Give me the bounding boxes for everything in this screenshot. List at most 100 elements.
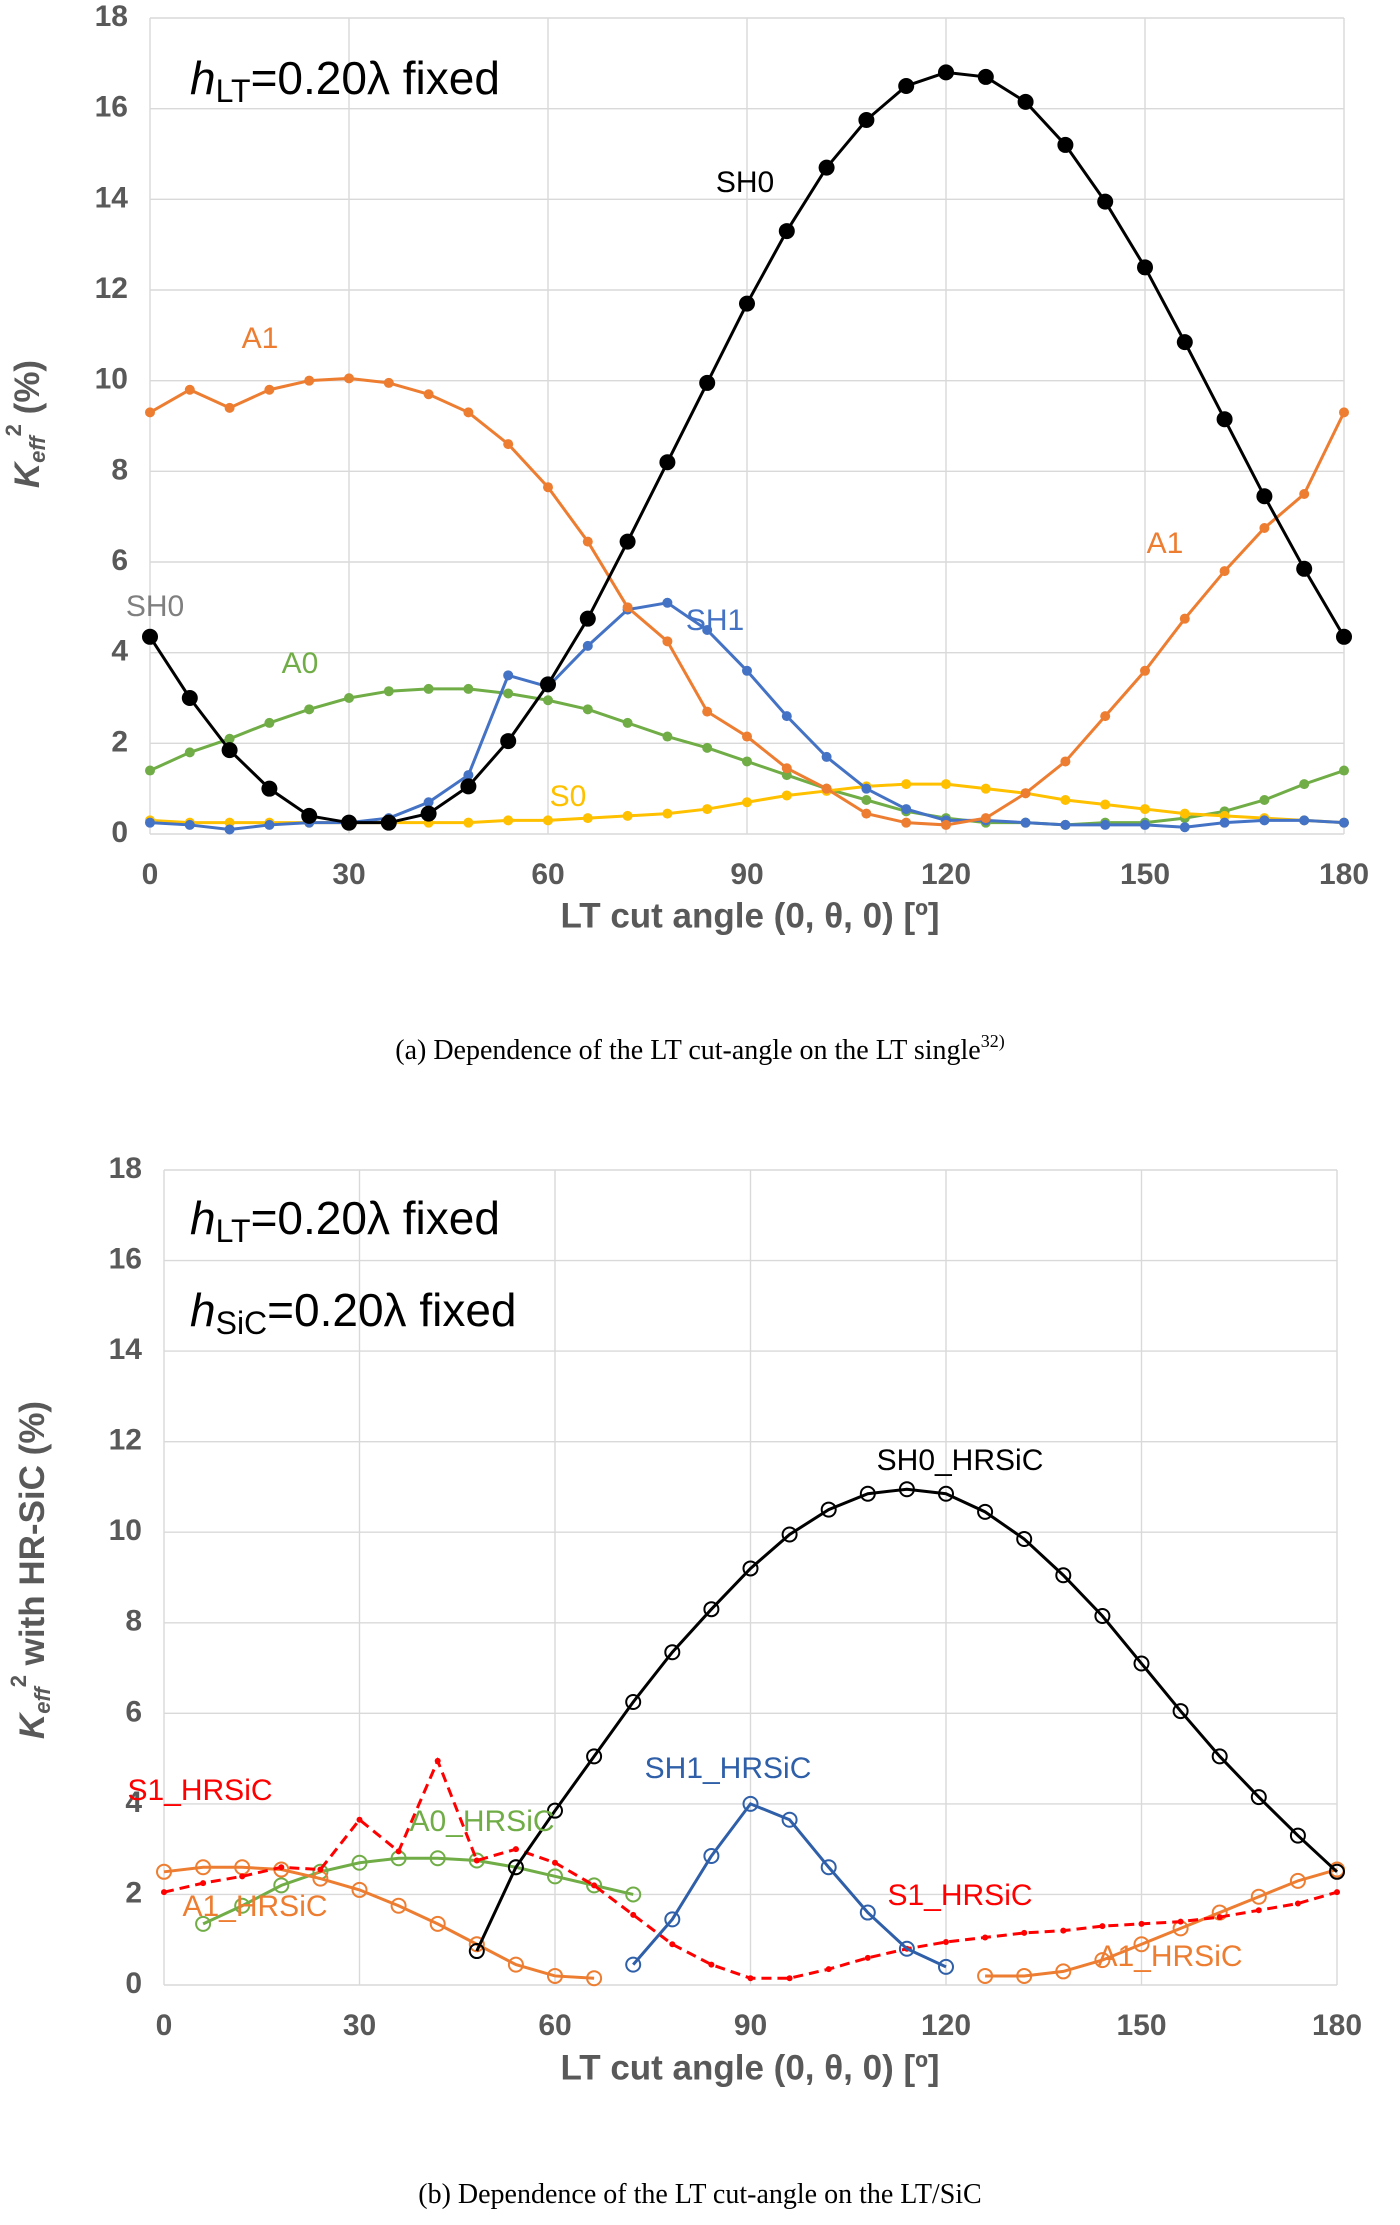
data-point (423, 683, 434, 694)
data-point (429, 1850, 446, 1867)
curve-label: A1_HRSiC (1097, 1940, 1242, 1973)
data-point (1219, 566, 1230, 577)
y-title-sup: 2 (6, 1675, 31, 1687)
annotation-sub: LT (216, 73, 251, 109)
data-point (625, 1886, 642, 1903)
x-tick-label: 150 (1120, 858, 1170, 891)
data-point (543, 695, 553, 706)
data-point (625, 1956, 642, 1973)
y-tick-label: 16 (109, 1242, 142, 1275)
data-point (898, 1940, 915, 1957)
data-point (703, 1847, 720, 1864)
x-axis-title: LT cut angle (0, θ, 0) [º] (560, 2048, 939, 2087)
data-point (901, 779, 912, 790)
data-point (463, 770, 474, 781)
data-point (1179, 808, 1190, 819)
data-point (662, 731, 673, 742)
data-point (380, 814, 397, 831)
data-point (234, 1897, 251, 1914)
x-tick-label: 30 (343, 2009, 376, 2042)
data-point (980, 783, 991, 794)
data-point (901, 817, 912, 828)
data-point (463, 683, 474, 694)
y-tick-label: 0 (125, 1967, 142, 2000)
data-point (1299, 779, 1310, 790)
data-point (820, 1501, 837, 1518)
y-tick-label: 18 (95, 0, 128, 33)
data-point (304, 375, 315, 386)
data-point (503, 670, 514, 681)
data-point (434, 1757, 441, 1764)
data-point (507, 1859, 524, 1876)
data-point (938, 64, 954, 81)
x-tick-label: 120 (921, 2009, 971, 2042)
data-point (239, 1873, 246, 1880)
data-point (622, 602, 633, 613)
data-point (145, 817, 155, 828)
data-point (1100, 819, 1111, 830)
y-tick-label: 2 (111, 725, 128, 758)
data-point (543, 815, 553, 826)
curve-label: A1 (242, 322, 279, 355)
data-point (781, 1811, 798, 1828)
data-point (261, 780, 278, 797)
data-point (662, 808, 673, 819)
data-point (1339, 765, 1349, 776)
data-point (821, 751, 832, 762)
data-point (941, 779, 951, 790)
caption-ref: 32) (981, 1031, 1005, 1052)
series-line (475, 1487, 1339, 1952)
data-point (278, 1864, 285, 1871)
y-tick-label: 4 (111, 635, 128, 668)
data-point (1289, 1827, 1306, 1844)
data-point (859, 1485, 876, 1502)
y-title-text: with HR-SiC (%) (13, 1401, 52, 1675)
data-point (341, 814, 357, 831)
data-point (390, 1897, 407, 1914)
data-point (669, 1941, 676, 1948)
annotation-sub: SiC (216, 1305, 268, 1341)
x-tick-label: 150 (1116, 2009, 1166, 2042)
data-point (142, 628, 158, 645)
data-point (1259, 523, 1270, 533)
data-point (1250, 1789, 1267, 1806)
data-point (512, 1846, 519, 1853)
data-point (781, 711, 792, 722)
data-point (344, 693, 354, 703)
data-point (1017, 93, 1034, 110)
y-title-text: (%) (8, 360, 47, 424)
data-point (664, 1644, 681, 1661)
y-tick-label: 10 (95, 363, 128, 396)
data-point (547, 1802, 563, 1819)
curve-label: S1_HRSiC (887, 1879, 1032, 1912)
curve-label: A0 (282, 647, 319, 680)
data-point (739, 295, 755, 312)
data-point (1060, 1927, 1067, 1934)
x-tick-label: 30 (332, 858, 365, 891)
data-point (1140, 819, 1150, 830)
data-point (742, 756, 752, 767)
data-point (943, 1938, 949, 1945)
data-point (703, 1601, 720, 1618)
y-tick-label: 2 (125, 1876, 142, 1909)
annotation-symbol: h (190, 52, 216, 104)
data-point (1211, 1748, 1228, 1765)
data-point (1100, 711, 1111, 722)
y-tick-label: 12 (95, 272, 128, 305)
y-tick-label: 0 (111, 816, 128, 849)
y-tick-label: 12 (109, 1424, 142, 1457)
annotation-text: =0.20λ fixed (251, 52, 500, 104)
data-point (547, 1868, 563, 1885)
data-point (664, 1911, 681, 1928)
data-point (195, 1915, 212, 1932)
data-point (622, 810, 633, 821)
curve-label: S0 (550, 780, 587, 813)
data-point (586, 1877, 603, 1894)
x-tick-label: 90 (730, 858, 763, 891)
data-point (1100, 799, 1111, 810)
data-point (503, 439, 514, 450)
data-point (507, 1956, 524, 1973)
data-point (1294, 1900, 1301, 1907)
data-point (699, 374, 716, 391)
